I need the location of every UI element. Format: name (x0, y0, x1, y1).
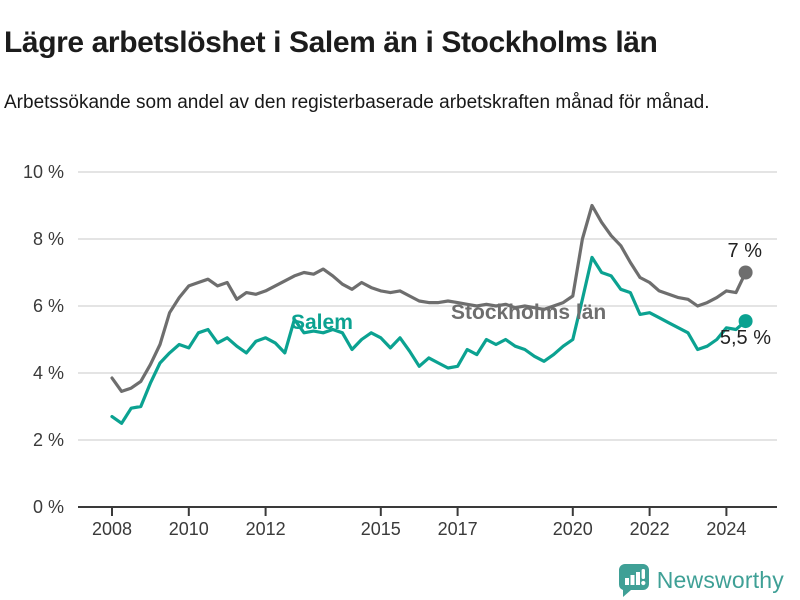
y-axis-tick-label: 0 % (33, 497, 64, 517)
series-end-dot-stockholms-l-n (738, 265, 753, 280)
newsworthy-wordmark: Newsworthy (656, 567, 784, 593)
series-line-stockholms-l-n (110, 203, 748, 393)
newsworthy-logo: Newsworthy (618, 564, 784, 597)
x-axis-tick-label: 2017 (438, 519, 478, 539)
y-axis-tick-label: 4 % (33, 363, 64, 383)
x-axis-tick-label: 2010 (169, 519, 209, 539)
x-axis-tick-label: 2012 (246, 519, 286, 539)
stockholm-end-value: 7 % (728, 240, 763, 262)
x-axis-tick-label: 2015 (361, 519, 401, 539)
salem-end-value: 5,5 % (720, 327, 771, 349)
stockholm-series-label: Stockholms län (451, 301, 606, 324)
series-line-salem (110, 255, 748, 425)
newsworthy-logo-icon (618, 564, 649, 597)
y-axis-tick-label: 6 % (33, 296, 64, 316)
salem-series-label: Salem (291, 311, 353, 334)
page-subtitle: Arbetssökande som andel av den registerb… (4, 92, 710, 113)
series-end-dot-salem (738, 314, 753, 329)
y-axis-tick-label: 8 % (33, 229, 64, 249)
x-axis-tick-label: 2008 (92, 519, 132, 539)
page-title: Lägre arbetslöshet i Salem än i Stockhol… (4, 26, 658, 60)
y-axis-tick-label: 10 % (23, 162, 64, 182)
x-axis-tick-label: 2024 (706, 519, 746, 539)
y-axis-tick-label: 2 % (33, 430, 64, 450)
x-axis-tick-label: 2022 (630, 519, 670, 539)
x-axis-tick-label: 2020 (553, 519, 593, 539)
